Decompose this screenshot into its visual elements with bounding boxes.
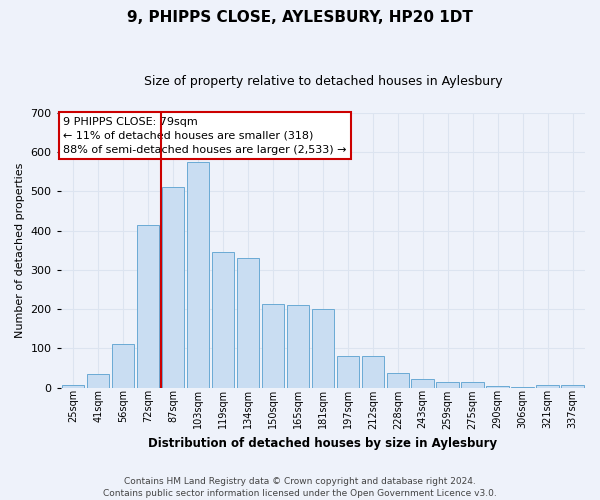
Bar: [287, 306, 309, 388]
Bar: [237, 258, 259, 388]
Bar: [87, 374, 109, 388]
Bar: [461, 382, 484, 388]
Bar: [487, 386, 509, 388]
Bar: [511, 387, 534, 388]
Bar: [561, 384, 584, 388]
Bar: [436, 382, 459, 388]
Bar: [212, 252, 234, 388]
Text: 9, PHIPPS CLOSE, AYLESBURY, HP20 1DT: 9, PHIPPS CLOSE, AYLESBURY, HP20 1DT: [127, 10, 473, 25]
Y-axis label: Number of detached properties: Number of detached properties: [15, 162, 25, 338]
Bar: [62, 384, 85, 388]
Title: Size of property relative to detached houses in Aylesbury: Size of property relative to detached ho…: [143, 75, 502, 88]
Text: 9 PHIPPS CLOSE: 79sqm
← 11% of detached houses are smaller (318)
88% of semi-det: 9 PHIPPS CLOSE: 79sqm ← 11% of detached …: [64, 117, 347, 155]
Bar: [162, 188, 184, 388]
Bar: [337, 356, 359, 388]
Bar: [386, 373, 409, 388]
X-axis label: Distribution of detached houses by size in Aylesbury: Distribution of detached houses by size …: [148, 437, 497, 450]
Bar: [362, 356, 384, 388]
Bar: [311, 309, 334, 388]
Text: Contains HM Land Registry data © Crown copyright and database right 2024.
Contai: Contains HM Land Registry data © Crown c…: [103, 476, 497, 498]
Bar: [137, 224, 160, 388]
Bar: [187, 162, 209, 388]
Bar: [412, 379, 434, 388]
Bar: [536, 384, 559, 388]
Bar: [112, 344, 134, 388]
Bar: [262, 304, 284, 388]
